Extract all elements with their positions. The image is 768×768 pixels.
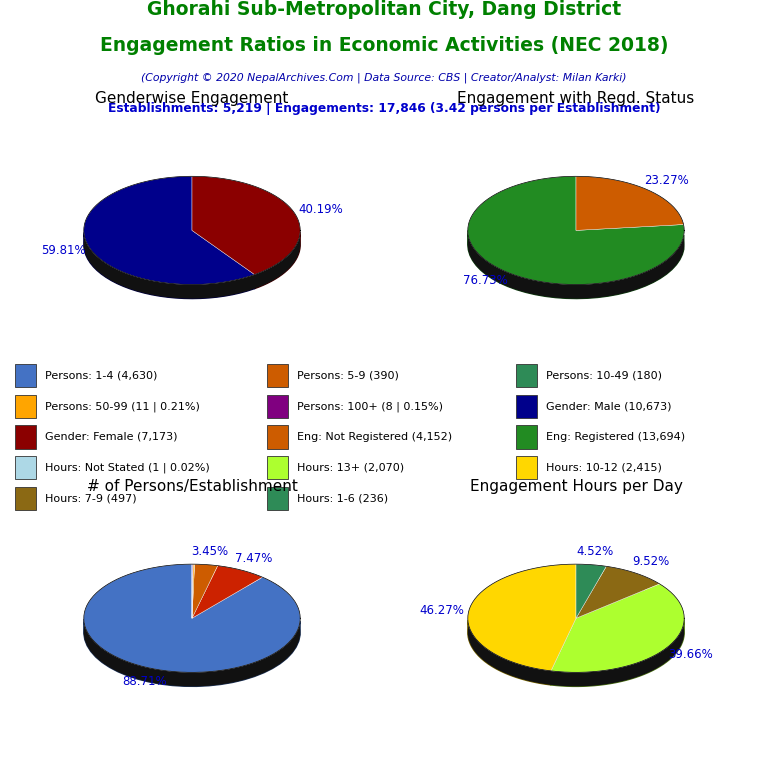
Text: Gender: Male (10,673): Gender: Male (10,673) [546,402,671,412]
Polygon shape [468,177,684,284]
FancyBboxPatch shape [267,364,289,387]
Text: Engagement Ratios in Economic Activities (NEC 2018): Engagement Ratios in Economic Activities… [100,35,668,55]
Polygon shape [468,230,684,299]
Polygon shape [192,230,254,289]
Ellipse shape [84,190,300,299]
Text: 40.19%: 40.19% [299,204,343,217]
Title: Genderwise Engagement: Genderwise Engagement [95,91,289,106]
Text: 23.27%: 23.27% [644,174,689,187]
Polygon shape [468,620,551,685]
FancyBboxPatch shape [267,395,289,418]
Text: 39.66%: 39.66% [668,647,713,660]
Polygon shape [84,177,254,284]
Text: Hours: 1-6 (236): Hours: 1-6 (236) [297,493,389,503]
FancyBboxPatch shape [516,395,537,418]
Text: Persons: 50-99 (11 | 0.21%): Persons: 50-99 (11 | 0.21%) [45,401,200,412]
Polygon shape [576,177,684,230]
Text: Hours: 13+ (2,070): Hours: 13+ (2,070) [297,462,405,472]
FancyBboxPatch shape [15,487,36,510]
FancyBboxPatch shape [15,364,36,387]
Text: 59.81%: 59.81% [41,244,85,257]
Text: Persons: 10-49 (180): Persons: 10-49 (180) [546,371,662,381]
Polygon shape [84,564,300,672]
Polygon shape [551,618,576,685]
Text: Persons: 1-4 (4,630): Persons: 1-4 (4,630) [45,371,157,381]
FancyBboxPatch shape [516,364,537,387]
Polygon shape [192,564,193,618]
FancyBboxPatch shape [15,425,36,449]
Polygon shape [84,233,254,299]
Text: 7.47%: 7.47% [235,551,273,564]
Polygon shape [84,620,300,687]
Text: 46.27%: 46.27% [419,604,464,617]
Title: Engagement with Regd. Status: Engagement with Regd. Status [458,91,694,106]
Polygon shape [551,618,576,685]
Text: Persons: 5-9 (390): Persons: 5-9 (390) [297,371,399,381]
Text: 76.73%: 76.73% [463,274,508,287]
Polygon shape [576,564,606,618]
Title: # of Persons/Establishment: # of Persons/Establishment [87,479,297,494]
Polygon shape [192,564,217,618]
Polygon shape [192,230,254,289]
Polygon shape [468,564,576,671]
Polygon shape [576,566,660,618]
Text: Ghorahi Sub-Metropolitan City, Dang District: Ghorahi Sub-Metropolitan City, Dang Dist… [147,0,621,19]
Ellipse shape [84,578,300,687]
Text: Hours: 7-9 (497): Hours: 7-9 (497) [45,493,137,503]
FancyBboxPatch shape [15,395,36,418]
FancyBboxPatch shape [267,456,289,479]
Text: Eng: Registered (13,694): Eng: Registered (13,694) [546,432,685,442]
Polygon shape [192,566,263,618]
FancyBboxPatch shape [267,425,289,449]
Text: Hours: Not Stated (1 | 0.02%): Hours: Not Stated (1 | 0.02%) [45,462,210,473]
FancyBboxPatch shape [516,456,537,479]
FancyBboxPatch shape [267,487,289,510]
Title: Engagement Hours per Day: Engagement Hours per Day [469,479,683,494]
Ellipse shape [468,578,684,687]
Text: 88.71%: 88.71% [123,675,167,688]
Text: Hours: 10-12 (2,415): Hours: 10-12 (2,415) [546,462,662,472]
Polygon shape [192,177,300,274]
Polygon shape [551,584,684,672]
Text: Gender: Female (7,173): Gender: Female (7,173) [45,432,178,442]
Text: (Copyright © 2020 NepalArchives.Com | Data Source: CBS | Creator/Analyst: Milan : (Copyright © 2020 NepalArchives.Com | Da… [141,72,627,83]
FancyBboxPatch shape [516,425,537,449]
Text: Persons: 100+ (8 | 0.15%): Persons: 100+ (8 | 0.15%) [297,401,443,412]
Polygon shape [551,620,684,687]
Text: Eng: Not Registered (4,152): Eng: Not Registered (4,152) [297,432,452,442]
Text: 3.45%: 3.45% [191,545,228,558]
Text: 4.52%: 4.52% [577,545,614,558]
Polygon shape [254,232,300,289]
Text: 9.52%: 9.52% [632,555,669,568]
Ellipse shape [468,190,684,299]
FancyBboxPatch shape [15,456,36,479]
Polygon shape [192,564,194,618]
Text: Establishments: 5,219 | Engagements: 17,846 (3.42 persons per Establishment): Establishments: 5,219 | Engagements: 17,… [108,102,660,115]
